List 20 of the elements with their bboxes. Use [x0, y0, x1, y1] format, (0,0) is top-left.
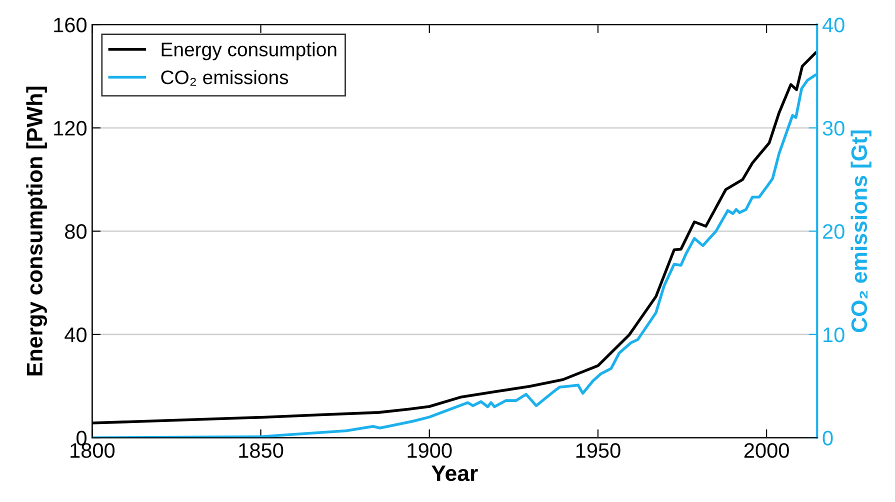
x-tick-label: 1850: [239, 443, 284, 458]
x-tick-label: 1950: [576, 443, 620, 458]
y-tick-label: 40: [64, 327, 87, 342]
y2-tick-label: 0: [822, 430, 833, 446]
x-tick-label: 2000: [744, 443, 789, 458]
y-tick-label: 120: [54, 120, 87, 136]
legend-label: Energy consumption: [162, 42, 336, 60]
y2-tick-label: 10: [824, 327, 844, 342]
y2-tick-label: 20: [823, 224, 844, 239]
y-tick-label: 80: [65, 224, 87, 239]
y-axis-title: Energy consumption [PWh]: [26, 86, 48, 376]
y2-tick-label: 40: [822, 18, 844, 32]
x-tick-label: 1800: [70, 443, 115, 458]
legend-label: CO₂ emissions: [161, 70, 288, 86]
y2-axis-title: CO₂ emissions [Gt]: [850, 130, 872, 332]
x-axis-title: Year: [432, 466, 478, 482]
y-tick-label: 160: [54, 18, 87, 32]
x-tick-label: 1900: [408, 443, 452, 458]
y-tick-label: 0: [76, 430, 87, 446]
y2-tick-label: 30: [822, 120, 844, 136]
